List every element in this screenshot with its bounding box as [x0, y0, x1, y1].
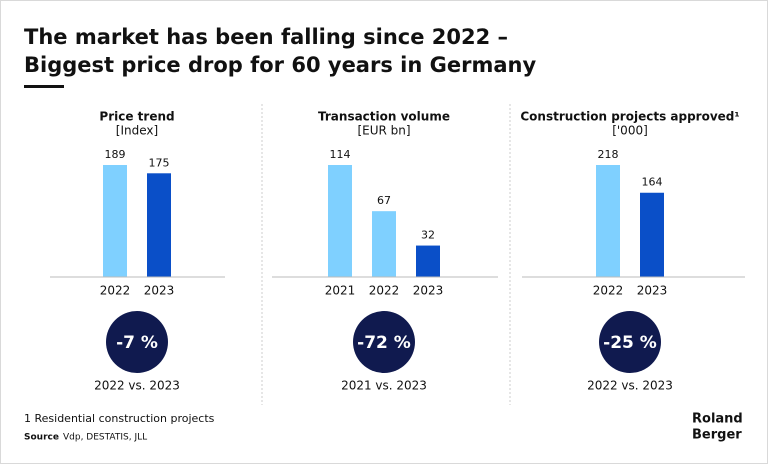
value-label: 114	[330, 148, 351, 161]
panel-title: Transaction volume	[318, 110, 450, 124]
bar	[372, 211, 396, 277]
comparison-label: 2022 vs. 2023	[587, 379, 673, 393]
panel-subtitle: ['000]	[612, 124, 648, 138]
bar	[416, 245, 440, 277]
bar	[147, 173, 171, 277]
change-badge	[599, 311, 661, 373]
footnote: 1 Residential construction projects	[24, 412, 215, 425]
title: The market has been falling since 2022 –	[24, 25, 508, 49]
x-tick-label: 2023	[413, 284, 444, 298]
value-label: 32	[421, 229, 435, 242]
title-underline	[24, 85, 64, 88]
value-label: 175	[149, 156, 170, 169]
bar	[328, 165, 352, 277]
panel-title: Price trend	[99, 110, 174, 124]
panel-subtitle: [Index]	[116, 124, 158, 138]
bar	[640, 192, 664, 277]
x-tick-label: 2022	[593, 284, 624, 298]
bar	[596, 165, 620, 277]
source-label: Source	[24, 433, 59, 443]
title: Biggest price drop for 60 years in Germa…	[24, 53, 536, 77]
change-label: -7 %	[116, 333, 158, 353]
change-label: -72 %	[357, 333, 411, 353]
change-badge	[106, 311, 168, 373]
panel-subtitle: [EUR bn]	[357, 124, 410, 138]
x-tick-label: 2021	[325, 284, 356, 298]
logo: Berger	[692, 428, 742, 443]
x-tick-label: 2022	[100, 284, 131, 298]
change-badge	[353, 311, 415, 373]
change-label: -25 %	[603, 333, 657, 353]
comparison-label: 2022 vs. 2023	[94, 379, 180, 393]
bar	[103, 165, 127, 277]
value-label: 218	[598, 148, 619, 161]
x-tick-label: 2023	[637, 284, 668, 298]
x-tick-label: 2022	[369, 284, 400, 298]
value-label: 189	[105, 148, 126, 161]
comparison-label: 2021 vs. 2023	[341, 379, 427, 393]
x-tick-label: 2023	[144, 284, 175, 298]
panel-title: Construction projects approved¹	[520, 110, 739, 124]
value-label: 164	[642, 176, 663, 189]
value-label: 67	[377, 194, 391, 207]
source: Vdp, DESTATIS, JLL	[63, 433, 147, 443]
logo: Roland	[692, 412, 743, 427]
